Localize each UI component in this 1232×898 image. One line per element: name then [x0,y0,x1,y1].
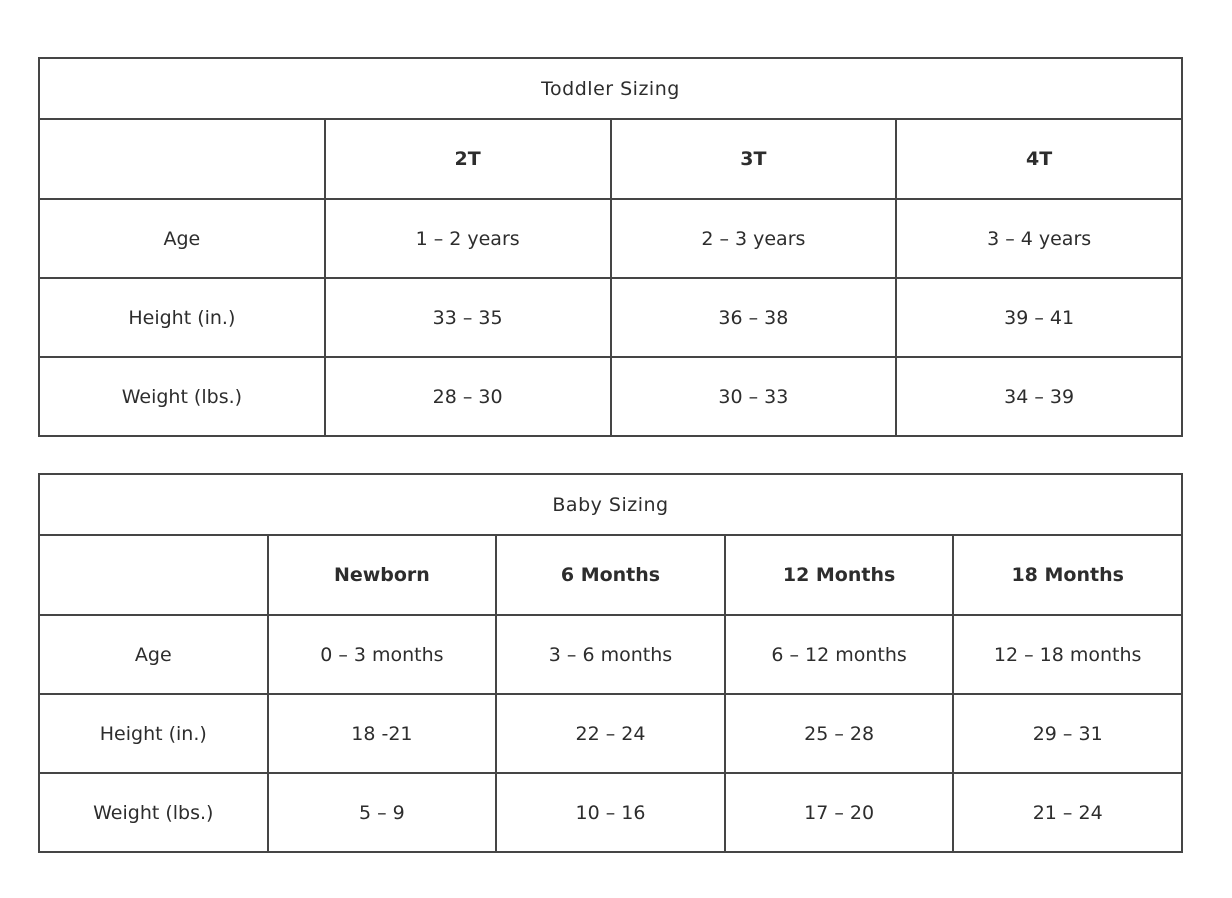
row-label: Age [38,614,269,695]
baby-column-header-newborn: Newborn [266,534,498,616]
cell: 33 – 35 [323,277,612,358]
toddler-title-row: Toddler Sizing [38,57,1183,120]
row-label: Height (in.) [38,693,269,774]
baby-header-row: Newborn 6 Months 12 Months 18 Months [38,534,1183,616]
cell: 3 – 6 months [495,614,726,695]
cell: 0 – 3 months [266,614,498,695]
cell: 34 – 39 [895,356,1183,437]
cell: 36 – 38 [609,277,898,358]
cell: 25 – 28 [723,693,955,774]
cell: 29 – 31 [952,693,1183,774]
baby-sizing-table: Baby Sizing Newborn 6 Months 12 Months 1… [38,473,1183,853]
toddler-sizing-table: Toddler Sizing 2T 3T 4T Age 1 – 2 years … [38,57,1183,437]
baby-corner-cell [38,534,269,616]
toddler-table-title: Toddler Sizing [38,57,1183,120]
baby-height-row: Height (in.) 18 -21 22 – 24 25 – 28 29 –… [38,693,1183,774]
cell: 28 – 30 [323,356,612,437]
cell: 1 – 2 years [323,198,612,279]
cell: 2 – 3 years [609,198,898,279]
toddler-column-header-3t: 3T [609,118,898,200]
baby-column-header-12-months: 12 Months [723,534,955,616]
toddler-column-header-2t: 2T [323,118,612,200]
cell: 3 – 4 years [895,198,1183,279]
cell: 10 – 16 [495,772,726,853]
baby-weight-row: Weight (lbs.) 5 – 9 10 – 16 17 – 20 21 –… [38,772,1183,853]
toddler-corner-cell [38,118,326,200]
row-label: Weight (lbs.) [38,356,326,437]
cell: 6 – 12 months [723,614,955,695]
baby-column-header-18-months: 18 Months [952,534,1183,616]
toddler-column-header-4t: 4T [895,118,1183,200]
row-label: Age [38,198,326,279]
baby-age-row: Age 0 – 3 months 3 – 6 months 6 – 12 mon… [38,614,1183,695]
toddler-weight-row: Weight (lbs.) 28 – 30 30 – 33 34 – 39 [38,356,1183,437]
cell: 21 – 24 [952,772,1183,853]
cell: 5 – 9 [266,772,498,853]
row-label: Height (in.) [38,277,326,358]
toddler-header-row: 2T 3T 4T [38,118,1183,200]
baby-column-header-6-months: 6 Months [495,534,726,616]
toddler-age-row: Age 1 – 2 years 2 – 3 years 3 – 4 years [38,198,1183,279]
row-label: Weight (lbs.) [38,772,269,853]
toddler-height-row: Height (in.) 33 – 35 36 – 38 39 – 41 [38,277,1183,358]
cell: 39 – 41 [895,277,1183,358]
cell: 18 -21 [266,693,498,774]
cell: 30 – 33 [609,356,898,437]
cell: 12 – 18 months [952,614,1183,695]
cell: 22 – 24 [495,693,726,774]
baby-table-title: Baby Sizing [38,473,1183,536]
cell: 17 – 20 [723,772,955,853]
table-gap [38,437,1183,473]
baby-title-row: Baby Sizing [38,473,1183,536]
